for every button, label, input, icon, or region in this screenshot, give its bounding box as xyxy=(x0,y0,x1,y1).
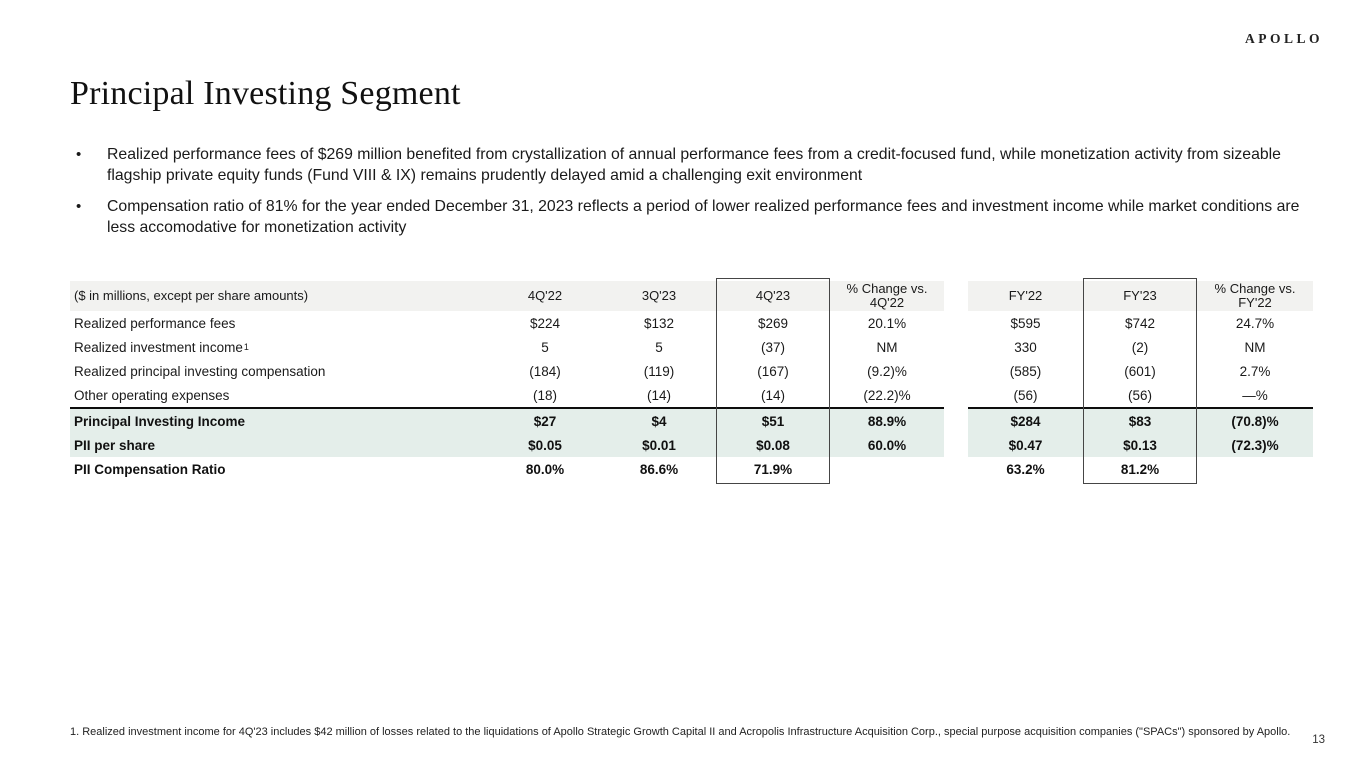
cell-value: (14) xyxy=(760,387,785,403)
bullet-item: • Realized performance fees of $269 mill… xyxy=(70,145,1315,186)
page-number: 13 xyxy=(1312,734,1325,746)
cell-value xyxy=(1197,457,1313,481)
cell-value: $269 xyxy=(757,315,789,331)
table-section-gap xyxy=(944,383,968,407)
cell-value: $595 xyxy=(1010,315,1041,331)
bullet-text: Compensation ratio of 81% for the year e… xyxy=(107,198,1300,236)
cell-value: (9.2)% xyxy=(867,363,907,379)
column-header-3q23: 3Q'23 xyxy=(602,281,716,311)
cell-value: $0.01 xyxy=(602,433,716,457)
table-section-gap xyxy=(944,457,968,481)
table-section-gap xyxy=(944,335,968,359)
table-row: Other operating expenses (18) (14) (14) … xyxy=(70,383,1313,407)
row-label: PII Compensation Ratio xyxy=(74,461,226,477)
cell-value: 86.6% xyxy=(639,461,679,477)
table-section-gap xyxy=(944,311,968,335)
bullet-text: Realized performance fees of $269 millio… xyxy=(107,146,1281,184)
cell-value: (14) xyxy=(646,387,671,403)
row-label: Realized performance fees xyxy=(74,315,236,331)
cell-value: $132 xyxy=(643,315,675,331)
cell-value: (72.3)% xyxy=(1197,433,1313,457)
cell-value: $51 xyxy=(716,407,830,433)
cell-value: 20.1% xyxy=(867,315,907,331)
cell-value: NM xyxy=(876,339,898,355)
cell-value: (22.2)% xyxy=(863,387,911,403)
summary-bullets: • Realized performance fees of $269 mill… xyxy=(70,145,1315,249)
cell-value: $83 xyxy=(1083,407,1197,433)
cell-value xyxy=(830,457,944,481)
bullet-marker: • xyxy=(76,198,82,215)
cell-value: $27 xyxy=(488,407,602,433)
row-label: Realized investment income 1 xyxy=(74,339,249,355)
cell-value: 81.2% xyxy=(1120,461,1160,477)
column-header-pct-change-fy22: % Change vs. FY'22 xyxy=(1197,281,1313,311)
column-header-pct-change-4q22: % Change vs. 4Q'22 xyxy=(830,281,944,311)
cell-value: 5 xyxy=(541,339,549,355)
row-label: Principal Investing Income xyxy=(70,407,488,433)
cell-value: $0.13 xyxy=(1083,433,1197,457)
cell-value: (2) xyxy=(1131,339,1149,355)
table-row: Realized investment income 1 5 5 (37) NM … xyxy=(70,335,1313,359)
table-row-total: PII per share $0.05 $0.01 $0.08 60.0% $0… xyxy=(70,433,1313,457)
cell-value: NM xyxy=(1244,339,1266,355)
column-header-fy23: FY'23 xyxy=(1083,281,1197,311)
financial-table: ($ in millions, except per share amounts… xyxy=(70,278,1313,484)
row-label: Realized principal investing compensatio… xyxy=(74,363,326,379)
cell-value: (56) xyxy=(1013,387,1038,403)
table-header-label: ($ in millions, except per share amounts… xyxy=(70,281,488,311)
cell-value: $4 xyxy=(602,407,716,433)
table-header-row: ($ in millions, except per share amounts… xyxy=(70,281,1313,311)
cell-value: 24.7% xyxy=(1235,315,1275,331)
cell-value: (18) xyxy=(532,387,557,403)
table-section-gap xyxy=(944,281,968,311)
cell-value: (184) xyxy=(529,363,561,379)
cell-value: $0.47 xyxy=(968,433,1083,457)
cell-value: (601) xyxy=(1124,363,1156,379)
table-section-gap xyxy=(944,359,968,383)
cell-value: $284 xyxy=(968,407,1083,433)
cell-value: $0.08 xyxy=(716,433,830,457)
cell-value: (56) xyxy=(1127,387,1152,403)
cell-value: 5 xyxy=(655,339,663,355)
table-row-ratio: PII Compensation Ratio 80.0% 86.6% 71.9%… xyxy=(70,457,1313,481)
footnote: 1. Realized investment income for 4Q'23 … xyxy=(70,726,1291,738)
column-header-fy22: FY'22 xyxy=(968,281,1083,311)
cell-value: $0.05 xyxy=(488,433,602,457)
cell-value: (167) xyxy=(757,363,789,379)
cell-value: (37) xyxy=(760,339,785,355)
table-section-gap xyxy=(944,407,968,433)
table-row: Realized principal investing compensatio… xyxy=(70,359,1313,383)
table-row-total: Principal Investing Income $27 $4 $51 88… xyxy=(70,407,1313,433)
page-title: Principal Investing Segment xyxy=(70,74,461,112)
cell-value: 71.9% xyxy=(753,461,793,477)
cell-value: —% xyxy=(1242,387,1268,403)
cell-value: (585) xyxy=(1009,363,1042,379)
table-section-gap xyxy=(944,433,968,457)
cell-value: (119) xyxy=(643,363,675,379)
cell-value: (70.8)% xyxy=(1197,407,1313,433)
cell-value: 80.0% xyxy=(525,461,565,477)
cell-value: $224 xyxy=(529,315,561,331)
column-header-4q22: 4Q'22 xyxy=(488,281,602,311)
cell-value: 330 xyxy=(1014,339,1037,355)
cell-value: 63.2% xyxy=(1006,461,1045,477)
cell-value: 60.0% xyxy=(830,433,944,457)
row-label: PII per share xyxy=(70,433,488,457)
bullet-item: • Compensation ratio of 81% for the year… xyxy=(70,197,1315,238)
column-header-4q23: 4Q'23 xyxy=(716,281,830,311)
cell-value: 88.9% xyxy=(830,407,944,433)
table-row: Realized performance fees $224 $132 $269… xyxy=(70,311,1313,335)
cell-value: 2.7% xyxy=(1239,363,1271,379)
row-label: Other operating expenses xyxy=(74,387,230,403)
bullet-marker: • xyxy=(76,146,82,163)
cell-value: $742 xyxy=(1124,315,1156,331)
apollo-logo: APOLLO xyxy=(1244,31,1323,46)
